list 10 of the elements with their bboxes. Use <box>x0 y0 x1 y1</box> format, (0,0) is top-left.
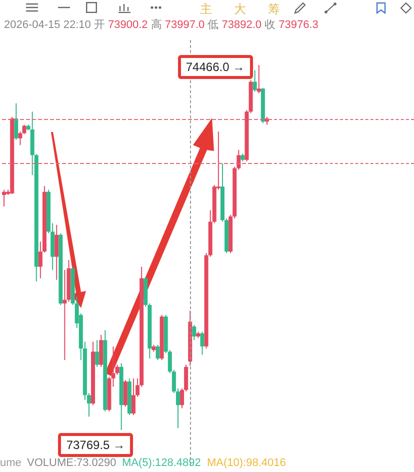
text: 73769.5 → <box>58 433 134 457</box>
text: MA(10):98.4016 <box>207 457 286 469</box>
annotation: 74466.0 → <box>178 55 253 79</box>
text: 筹 <box>268 1 280 18</box>
text: MA(5):128.4892 <box>122 457 201 469</box>
text: 大 <box>234 1 246 18</box>
text: 主 <box>200 1 212 18</box>
text: 2026-04-15 22:10 开 73900.2 高 73997.0 低 73892.0 收 73976.3 <box>4 19 318 31</box>
text: VOLUME:73.0290 <box>27 457 116 469</box>
text: ume <box>0 457 22 469</box>
